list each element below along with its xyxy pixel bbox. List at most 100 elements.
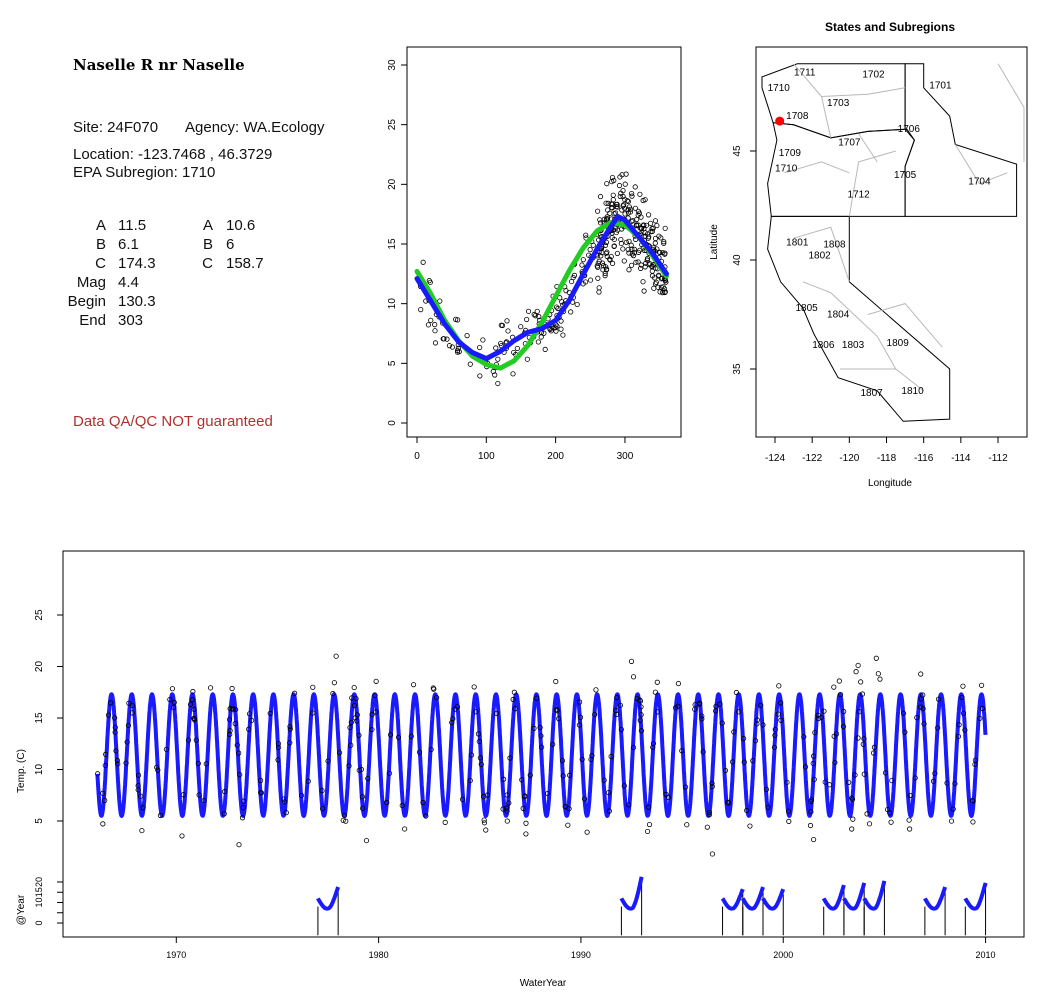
data-point	[888, 819, 894, 825]
region-label: 1803	[842, 340, 865, 351]
y-axis-label: Temp. (C)	[16, 749, 27, 793]
data-point	[740, 735, 747, 742]
data-point	[856, 709, 862, 715]
data-point	[500, 806, 506, 812]
data-point	[626, 802, 632, 808]
data-point	[625, 207, 631, 213]
data-point	[811, 753, 817, 759]
data-point	[553, 304, 560, 310]
data-point	[733, 689, 739, 696]
data-point	[593, 687, 599, 693]
data-point	[498, 322, 504, 328]
data-point	[553, 328, 559, 334]
data-point	[524, 356, 530, 362]
data-point	[566, 806, 572, 812]
data-point	[395, 734, 402, 740]
data-point	[841, 708, 847, 715]
agency: Agency: WA.Ecology	[185, 119, 325, 136]
data-point	[877, 676, 883, 682]
subregion-boundary	[821, 87, 906, 97]
data-point	[637, 191, 643, 197]
data-point	[630, 674, 637, 680]
data-point	[432, 340, 439, 346]
data-point	[617, 193, 623, 200]
region-label: 1706	[898, 124, 921, 135]
data-point	[972, 761, 978, 768]
data-point	[444, 336, 450, 342]
data-point	[340, 817, 346, 823]
data-point	[811, 776, 817, 783]
param-label: Mag	[76, 274, 106, 291]
data-point	[249, 717, 255, 724]
data-point	[577, 714, 584, 720]
data-point	[731, 729, 737, 735]
data-point	[709, 851, 716, 857]
data-point	[584, 829, 590, 835]
data-point	[638, 704, 644, 710]
data-point	[652, 689, 658, 695]
subregion-boundary	[954, 144, 1008, 185]
data-point	[495, 380, 501, 387]
data-point	[640, 197, 646, 204]
data-point	[227, 706, 233, 712]
data-point	[336, 750, 343, 756]
qa-note: Data QA/QC NOT guaranteed	[73, 413, 273, 430]
data-point	[598, 253, 604, 259]
data-point	[310, 710, 316, 716]
data-point	[527, 772, 533, 778]
data-point	[636, 210, 643, 216]
data-point	[504, 792, 510, 798]
y-tick-label: 10	[34, 764, 45, 776]
data-point	[808, 809, 814, 815]
subregion-boundary	[793, 226, 850, 282]
data-point	[558, 326, 564, 332]
x-tick-label: -114	[951, 453, 971, 464]
data-point	[514, 345, 520, 352]
epa-subregion: EPA Subregion: 1710	[73, 164, 216, 181]
y-tick-label: 0	[34, 920, 44, 925]
data-point	[325, 758, 331, 764]
param-value: 6	[226, 236, 235, 253]
data-point	[559, 758, 566, 764]
data-point	[717, 701, 723, 707]
data-point	[386, 770, 393, 776]
data-point	[608, 204, 615, 211]
data-point	[861, 771, 867, 777]
data-point	[108, 700, 114, 706]
data-point	[189, 697, 196, 703]
data-point	[126, 700, 132, 706]
data-point	[291, 690, 298, 696]
data-point	[682, 784, 689, 790]
subregion-boundary	[840, 368, 925, 392]
site-marker	[775, 116, 785, 126]
data-point	[112, 724, 118, 731]
data-point	[634, 695, 640, 702]
data-point	[635, 222, 641, 228]
data-point	[778, 717, 784, 723]
data-point	[866, 821, 873, 827]
data-point	[387, 732, 394, 738]
data-point	[921, 721, 927, 727]
data-point	[658, 284, 664, 290]
data-point	[808, 799, 814, 805]
data-point	[871, 744, 878, 750]
data-point	[657, 289, 663, 295]
data-point	[849, 826, 855, 832]
data-point	[574, 301, 580, 308]
data-point	[450, 716, 456, 722]
data-point	[191, 706, 197, 712]
data-point	[522, 794, 528, 800]
data-point	[621, 202, 627, 208]
data-point	[836, 678, 842, 684]
data-point	[650, 262, 656, 268]
data-point	[642, 230, 648, 236]
data-point	[221, 789, 228, 795]
data-point	[432, 328, 438, 334]
data-point	[650, 740, 657, 747]
data-point	[542, 346, 548, 352]
data-point	[661, 240, 667, 247]
data-point	[373, 709, 379, 715]
data-point	[135, 787, 141, 793]
data-point	[583, 232, 589, 238]
data-point	[611, 236, 617, 243]
